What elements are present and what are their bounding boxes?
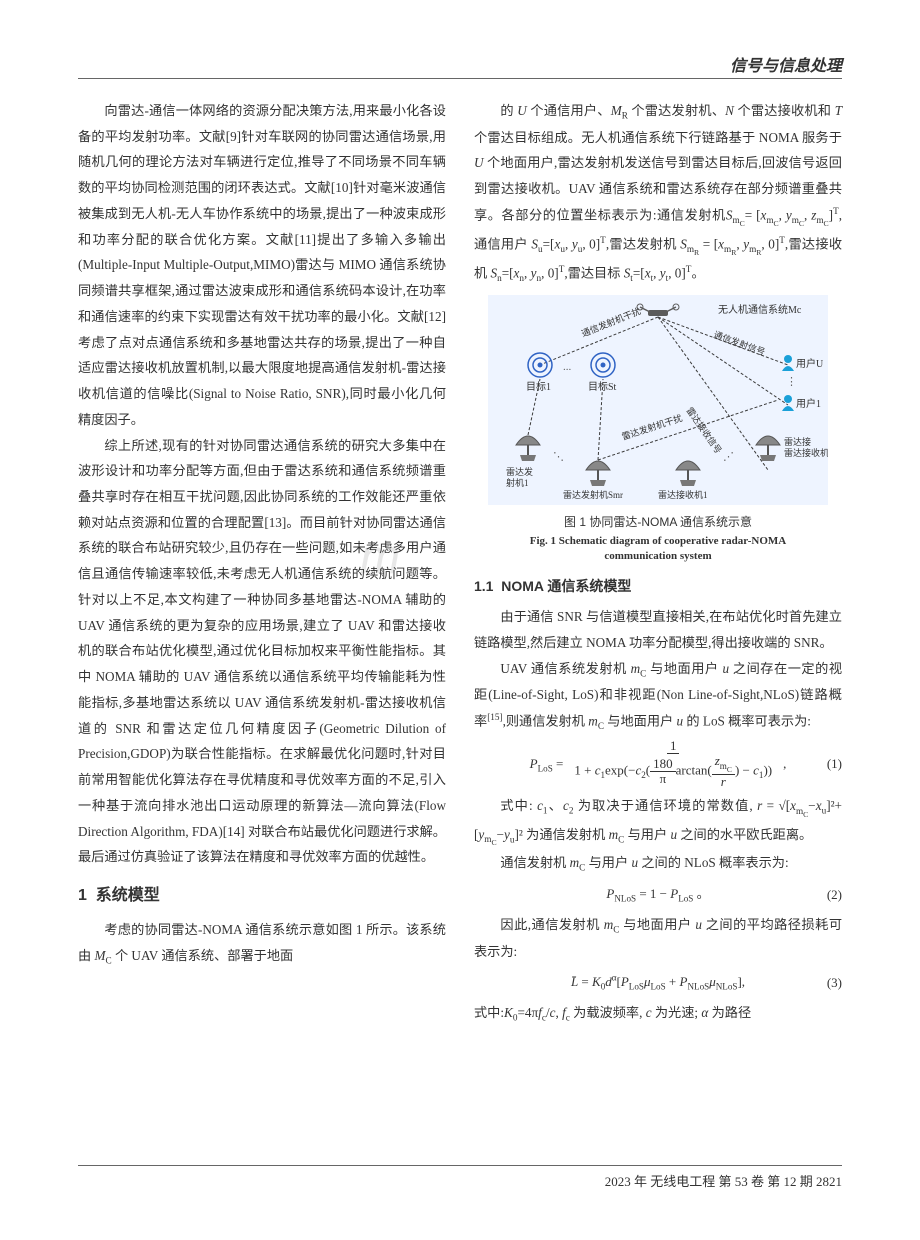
para-r5: 通信发射机 mC 与用户 u 之间的 NLoS 概率表示为: xyxy=(474,850,842,877)
equation-2: PNLoS = 1 − PLoS 。 (2) xyxy=(474,881,842,908)
heading-1-1: 1.1 NOMA 通信系统模型 xyxy=(474,573,842,600)
figure-1: 无人机通信系统Mc 通信发射机干扰 通信发射信号 雷达接收信号 目标1 xyxy=(474,295,842,565)
h2-num: 1.1 xyxy=(474,578,493,594)
userU-label: 用户U xyxy=(796,357,824,370)
para-l3: 考虑的协同雷达-NOMA 通信系统示意如图 1 所示。该系统由 MC 个 UAV… xyxy=(78,917,446,969)
h1-title: 系统模型 xyxy=(96,887,160,904)
radar-tx1-label: 雷达发 xyxy=(506,466,533,477)
para-l1: 向雷达-通信一体网络的资源分配决策方法,用来最小化各设备的平均发射功率。文献[9… xyxy=(78,98,446,433)
radar-rxS-label1: 雷达接 xyxy=(784,436,811,447)
equation-3: L̄ = K0dα[PLoSμLoS + PNLoSμNLoS], (3) xyxy=(474,969,842,996)
target1-label: 目标1 xyxy=(526,381,551,393)
uav-label: 无人机通信系统Mc xyxy=(718,303,802,316)
radar-txS-label: 雷达发射机Smr xyxy=(563,489,623,500)
eq1-num: (1) xyxy=(827,751,842,776)
eq3-num: (3) xyxy=(827,970,842,995)
para-r7: 式中:K0=4πfc/c, fc 为载波频率, c 为光速; α 为路径 xyxy=(474,1000,842,1027)
radar-rxS-label2: 雷达接收机Sn xyxy=(784,447,828,458)
footer-rule xyxy=(78,1165,842,1166)
h2-title: NOMA 通信系统模型 xyxy=(501,578,631,594)
fig1-cap-en2: communication system xyxy=(604,550,711,562)
para-r4: 式中: c1、c2 为取决于通信环境的常数值, r = √[xmC−xu]²+[… xyxy=(474,793,842,850)
header-rule xyxy=(78,78,842,79)
ellipsis4: ⋰ xyxy=(723,451,734,463)
fig1-caption-en: Fig. 1 Schematic diagram of cooperative … xyxy=(474,534,842,565)
right-column: 的 U 个通信用户、MR 个雷达发射机、N 个雷达接收机和 T 个雷达目标组成。… xyxy=(474,98,842,1027)
main-columns: 向雷达-通信一体网络的资源分配决策方法,用来最小化各设备的平均发射功率。文献[9… xyxy=(78,98,842,1027)
left-column: 向雷达-通信一体网络的资源分配决策方法,用来最小化各设备的平均发射功率。文献[9… xyxy=(78,98,446,1027)
para-r3: UAV 通信系统发射机 mC 与地面用户 u 之间存在一定的视距(Line-of… xyxy=(474,656,842,735)
ellipsis3: ⋱ xyxy=(553,451,564,463)
eq2-num: (2) xyxy=(827,882,842,907)
fig1-caption-cn: 图 1 协同雷达-NOMA 通信系统示意 xyxy=(474,511,842,534)
para-l2: 综上所述,现有的针对协同雷达通信系统的研究大多集中在波形设计和功率分配等方面,但… xyxy=(78,433,446,870)
h1-num: 1 xyxy=(78,887,87,904)
user1-label: 用户1 xyxy=(796,397,821,410)
radar-rx1-label: 雷达接收机1 xyxy=(658,489,708,500)
heading-1: 1 系统模型 xyxy=(78,880,446,911)
para-r6: 因此,通信发射机 mC 与地面用户 u 之间的平均路径损耗可表示为: xyxy=(474,912,842,964)
radar-tx1-label2: 射机1 xyxy=(506,477,529,488)
equation-1: PLoS = 1 1 + c1exp(−c2(180πarctan(zmCr) … xyxy=(474,739,842,789)
section-header: 信号与信息处理 xyxy=(730,52,842,76)
fig-bg xyxy=(488,295,828,505)
ellipsis2: ⋮ xyxy=(786,376,797,388)
para-r2: 由于通信 SNR 与信道模型直接相关,在布站优化时首先建立链路模型,然后建立 N… xyxy=(474,604,842,655)
ellipsis1: ... xyxy=(563,361,572,373)
footer-text: 2023 年 无线电工程 第 53 卷 第 12 期 2821 xyxy=(605,1171,842,1190)
figure-1-svg: 无人机通信系统Mc 通信发射机干扰 通信发射信号 雷达接收信号 目标1 xyxy=(488,295,828,505)
para-r1: 的 U 个通信用户、MR 个雷达发射机、N 个雷达接收机和 T 个雷达目标组成。… xyxy=(474,98,842,287)
para-l3-suffix: 个 UAV 通信系统、部署于地面 xyxy=(112,948,294,963)
fig1-cap-en1: Fig. 1 Schematic diagram of cooperative … xyxy=(530,535,787,547)
